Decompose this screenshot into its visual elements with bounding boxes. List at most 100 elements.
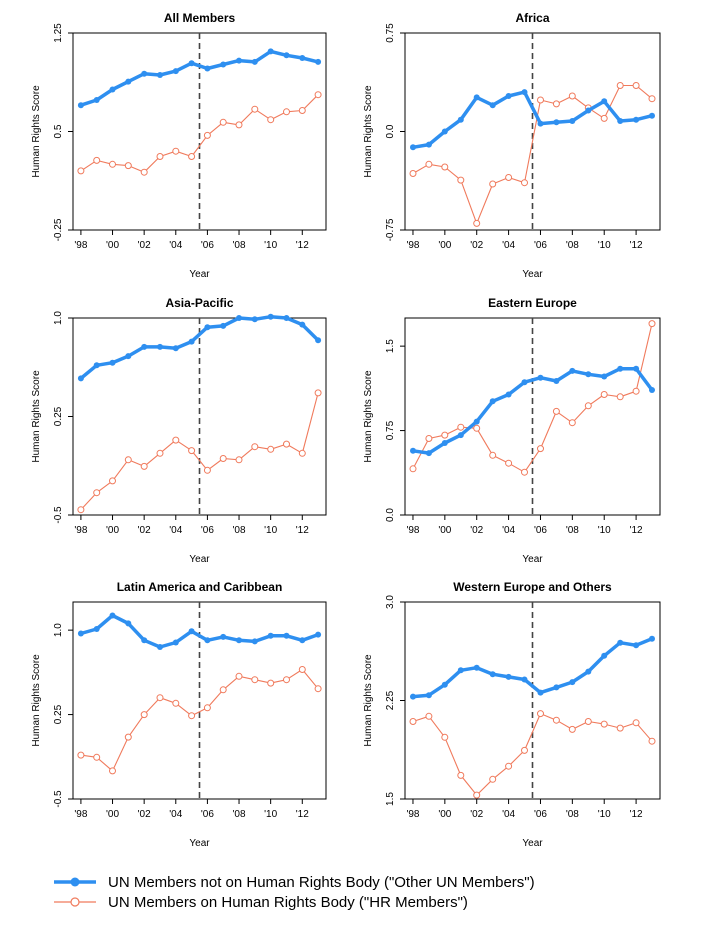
data-point-other: [125, 353, 132, 360]
data-point-other: [141, 637, 148, 644]
data-point-hr: [188, 447, 196, 455]
plot-frame: [404, 601, 661, 800]
y-tick-label: 1.0: [53, 623, 64, 637]
chart-panel-4: Eastern Europe '98 '00 '02 '04 '06 '08 '10 '12 Ye…: [363, 296, 661, 565]
data-point-other: [188, 628, 195, 635]
x-tick-label: '04: [169, 809, 182, 820]
data-point-other: [299, 637, 306, 644]
data-point-hr: [283, 440, 290, 448]
y-tick-label: -0.25: [53, 218, 64, 241]
x-tick-label: '00: [438, 525, 451, 536]
data-point-other: [251, 58, 258, 65]
data-point-hr: [109, 160, 116, 168]
data-point-other: [267, 313, 274, 320]
data-point-other: [457, 116, 464, 123]
x-tick-label: '00: [106, 525, 119, 536]
data-point-hr: [489, 180, 497, 188]
y-axis-label: Human Rights Score: [31, 654, 42, 747]
y-tick-label: 1.25: [53, 23, 64, 43]
data-point-hr: [283, 676, 290, 684]
x-axis-label: Year: [189, 269, 210, 280]
data-point-other: [410, 144, 416, 151]
data-point-hr: [568, 725, 576, 733]
data-point-hr: [203, 131, 211, 139]
data-point-hr: [172, 699, 180, 707]
data-point-hr: [537, 445, 544, 453]
data-point-other: [267, 632, 274, 639]
data-point-hr: [648, 320, 656, 328]
chart-title: Asia-Pacific: [165, 296, 233, 310]
data-point-hr: [648, 95, 656, 103]
x-tick-label: '12: [630, 809, 643, 820]
y-tick-label: 0.75: [385, 420, 396, 440]
series-line-hr: [412, 713, 653, 796]
y-axis-label: Human Rights Score: [363, 370, 374, 463]
chart-title: Western Europe and Others: [453, 580, 612, 594]
data-point-hr: [552, 716, 560, 724]
data-point-other: [473, 418, 480, 425]
data-point-hr: [314, 389, 322, 397]
data-point-hr: [109, 477, 116, 485]
data-point-hr: [172, 436, 180, 444]
x-tick-label: '98: [74, 809, 87, 820]
data-point-other: [489, 102, 496, 109]
data-point-hr: [409, 465, 417, 473]
data-point-hr: [283, 108, 290, 116]
data-point-other: [537, 120, 544, 127]
x-tick-label: '00: [438, 809, 451, 820]
y-tick-label: 1.5: [385, 339, 396, 353]
data-point-hr: [219, 686, 227, 694]
x-tick-label: '08: [566, 809, 579, 820]
data-point-hr: [632, 719, 640, 727]
data-point-other: [77, 102, 84, 109]
data-point-other: [141, 343, 148, 350]
data-point-other: [93, 97, 100, 103]
data-point-hr: [600, 391, 608, 398]
x-tick-label: '02: [138, 240, 151, 251]
x-tick-label: '02: [470, 240, 483, 251]
data-point-other: [236, 315, 242, 321]
legend-swatch-hr: [54, 897, 96, 907]
data-point-hr: [552, 407, 560, 415]
data-point-other: [172, 345, 179, 352]
data-point-other: [521, 676, 528, 683]
data-point-other: [172, 68, 179, 75]
x-tick-label: '10: [598, 809, 611, 820]
data-point-other: [125, 620, 132, 627]
data-point-hr: [648, 737, 656, 745]
x-tick-label: '04: [169, 525, 182, 536]
data-point-hr: [235, 672, 243, 680]
data-point-other: [157, 343, 163, 350]
legend-swatch-other: [54, 877, 96, 887]
data-point-other: [537, 374, 544, 381]
data-point-hr: [409, 170, 417, 177]
y-tick-label: 3.0: [385, 595, 396, 609]
y-tick-label: 2.25: [385, 690, 396, 710]
data-point-hr: [124, 456, 132, 464]
data-point-other: [251, 316, 258, 323]
data-point-hr: [251, 105, 259, 113]
data-point-other: [315, 58, 322, 65]
data-point-hr: [188, 153, 196, 160]
data-point-other: [93, 362, 100, 369]
data-point-other: [521, 379, 528, 386]
y-tick-label: 1.0: [53, 311, 64, 325]
data-point-hr: [409, 718, 417, 725]
plot-frame: [72, 32, 327, 231]
data-point-other: [537, 689, 544, 696]
x-tick-label: '10: [598, 525, 611, 536]
data-point-hr: [77, 751, 85, 759]
data-point-hr: [314, 91, 322, 99]
x-tick-label: '10: [598, 240, 611, 251]
data-point-other: [473, 94, 480, 101]
data-point-other: [93, 626, 100, 632]
data-point-hr: [600, 114, 608, 122]
data-point-other: [188, 338, 195, 345]
data-point-hr: [235, 456, 243, 464]
series-line-hr: [412, 323, 653, 473]
y-tick-label: 0.25: [53, 704, 64, 724]
data-point-other: [585, 371, 592, 378]
legend-entry-other: UN Members not on Human Rights Body ("Ot…: [52, 872, 535, 892]
y-axis-label: Human Rights Score: [31, 85, 42, 178]
